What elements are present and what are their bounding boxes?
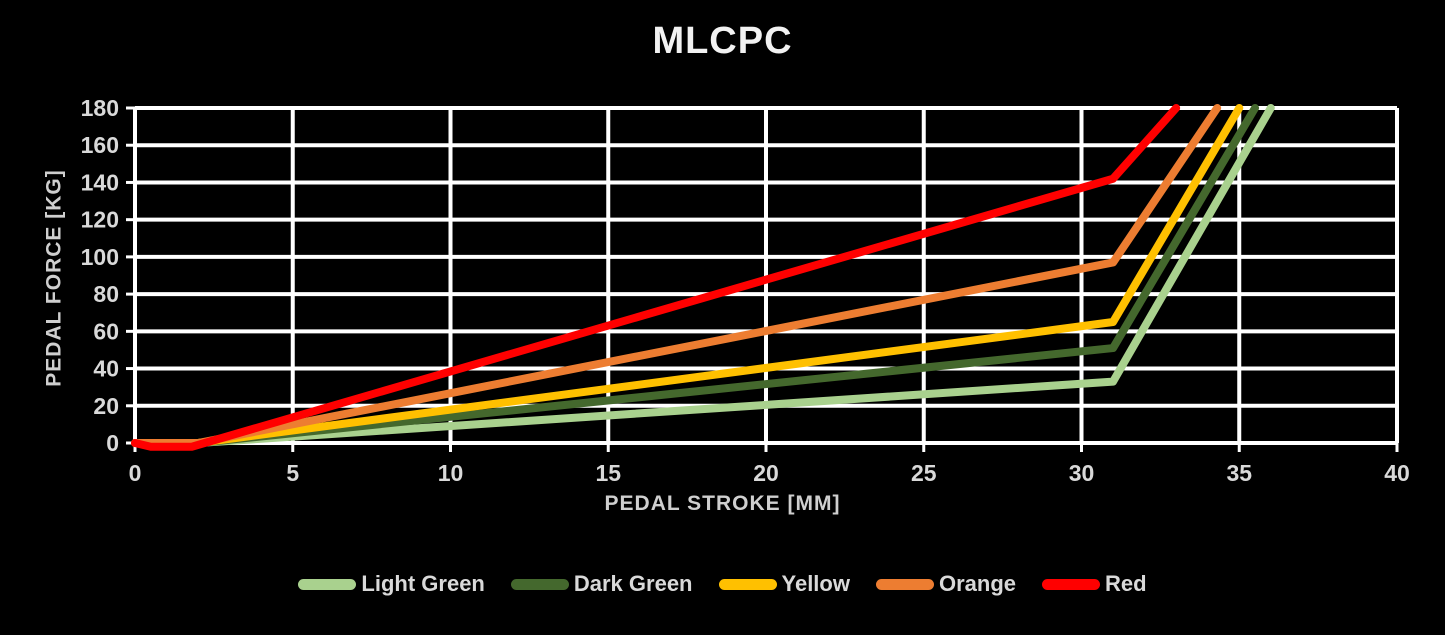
legend-item-light-green: Light Green: [298, 571, 485, 597]
legend-label: Yellow: [781, 571, 850, 596]
legend-item-dark-green: Dark Green: [510, 571, 693, 597]
legend-label: Dark Green: [573, 571, 693, 596]
legend-swatch-yellow: [718, 578, 777, 590]
y-tick-label: 80: [93, 281, 119, 307]
y-tick-label: 40: [93, 356, 119, 382]
x-tick-label: 20: [753, 460, 779, 486]
x-tick-label: 15: [595, 460, 621, 486]
x-tick-label: 25: [911, 460, 937, 486]
series-line-dark-green: [131, 104, 1260, 447]
chart-title: MLCPC: [652, 20, 793, 62]
y-axis-title-wrap: PEDAL FORCE [KG]: [33, 138, 77, 418]
y-tick-label: 160: [81, 132, 119, 158]
y-tick-label: 180: [81, 95, 119, 121]
legend-swatch-orange: [875, 578, 934, 590]
y-tick-label: 0: [106, 430, 119, 456]
series-line-red: [131, 104, 1181, 451]
y-tick-label: 140: [81, 169, 119, 195]
x-tick-label: 35: [1226, 460, 1252, 486]
x-tick-label: 40: [1384, 460, 1410, 486]
legend-item-yellow: Yellow: [718, 571, 850, 597]
x-tick-label: 30: [1069, 460, 1095, 486]
x-tick-label: 0: [129, 460, 142, 486]
y-tick-label: 60: [93, 318, 119, 344]
y-tick-label: 120: [81, 207, 119, 233]
y-axis-title: PEDAL FORCE [KG]: [43, 169, 67, 387]
legend-label: Orange: [938, 571, 1017, 596]
legend-label: Light Green: [361, 571, 485, 596]
y-tick-label: 100: [81, 244, 119, 270]
legend-swatch-red: [1042, 578, 1101, 590]
legend-item-orange: Orange: [875, 571, 1017, 597]
legend: Light Green Dark Green Yellow Orange Red: [0, 571, 1445, 597]
legend-label: Red: [1105, 571, 1147, 596]
legend-swatch-light-green: [298, 578, 357, 590]
x-tick-label: 10: [438, 460, 464, 486]
x-tick-label: 5: [286, 460, 299, 486]
x-axis-title: PEDAL STROKE [MM]: [604, 492, 841, 515]
legend-item-red: Red: [1042, 571, 1147, 597]
legend-swatch-dark-green: [510, 578, 569, 590]
y-tick-label: 20: [93, 393, 119, 419]
